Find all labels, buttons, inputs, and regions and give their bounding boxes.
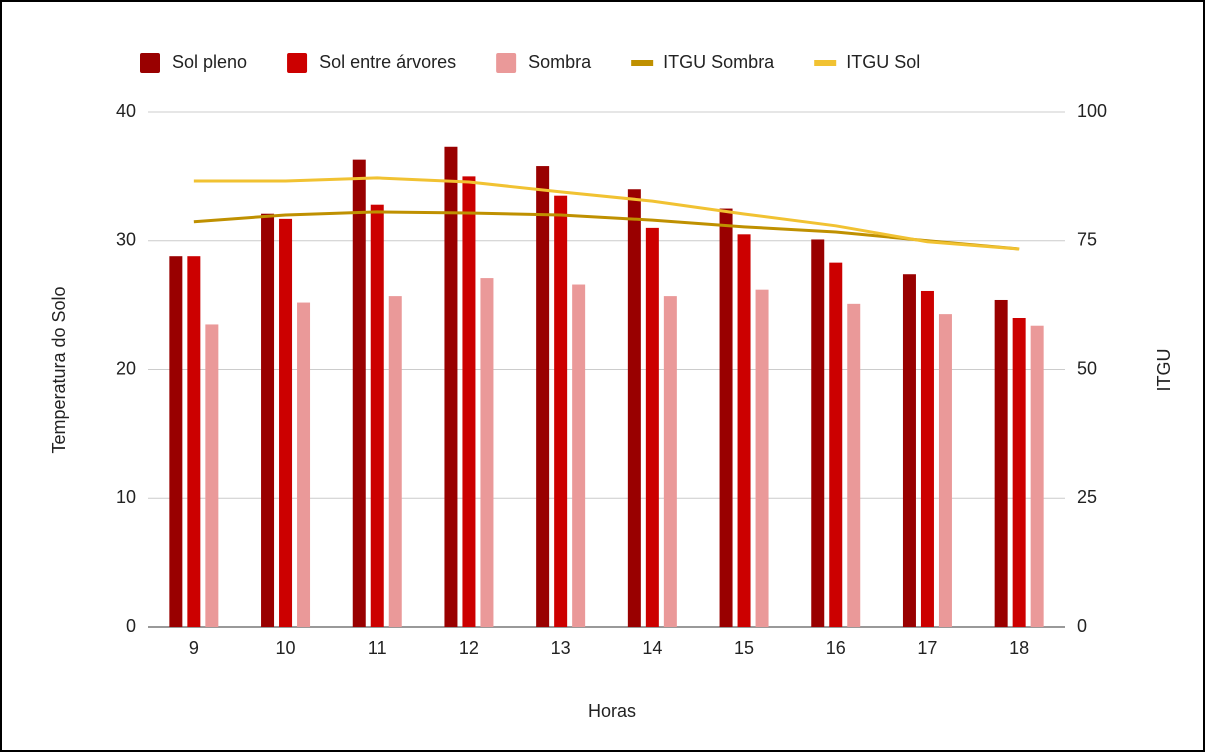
bar: [480, 278, 494, 627]
y-tick-label: 20: [116, 358, 136, 378]
bar: [297, 302, 311, 627]
legend-label: ITGU Sombra: [663, 52, 775, 72]
bar: [938, 314, 952, 627]
y2-tick-label: 25: [1077, 487, 1097, 507]
bar: [370, 204, 384, 627]
x-tick-label: 15: [734, 638, 754, 658]
bar: [352, 159, 366, 627]
bar: [719, 208, 733, 627]
x-tick-label: 18: [1009, 638, 1029, 658]
x-tick-label: 9: [189, 638, 199, 658]
bar: [811, 239, 825, 627]
y2-axis-label: ITGU: [1154, 349, 1174, 392]
legend-label: Sol pleno: [172, 52, 247, 72]
legend-label: Sombra: [528, 52, 592, 72]
bar: [572, 284, 586, 627]
bar: [847, 303, 861, 627]
bar: [627, 189, 641, 627]
x-tick-label: 16: [826, 638, 846, 658]
bar: [737, 234, 751, 627]
bar: [755, 289, 769, 627]
bar: [205, 324, 219, 627]
bar: [444, 146, 458, 627]
x-tick-label: 10: [276, 638, 296, 658]
bar: [1030, 325, 1044, 627]
y2-tick-label: 0: [1077, 616, 1087, 636]
legend-swatch: [140, 53, 160, 73]
y-tick-label: 40: [116, 101, 136, 121]
bar: [536, 166, 550, 627]
y-axis-label: Temperatura do Solo: [49, 286, 69, 453]
line: [193, 210, 1020, 251]
legend-swatch: [631, 60, 654, 66]
legend-swatch: [496, 53, 517, 73]
bar: [388, 296, 402, 627]
y-tick-label: 30: [116, 230, 136, 250]
y-tick-label: 0: [126, 616, 136, 636]
bar: [462, 176, 476, 627]
line: [193, 176, 1020, 251]
bar: [663, 296, 677, 627]
legend-label: ITGU Sol: [846, 52, 920, 72]
bar: [187, 256, 201, 627]
y-tick-label: 10: [116, 487, 136, 507]
x-tick-label: 17: [917, 638, 937, 658]
bar: [902, 274, 916, 627]
x-tick-label: 11: [368, 638, 387, 658]
bar: [261, 213, 275, 627]
x-tick-label: 13: [551, 638, 571, 658]
bar: [994, 299, 1008, 627]
y2-tick-label: 100: [1077, 101, 1107, 121]
x-axis-label: Horas: [588, 701, 636, 721]
bar: [554, 195, 568, 627]
bar: [920, 290, 934, 627]
legend-label: Sol entre árvores: [319, 52, 456, 72]
bar: [169, 256, 183, 627]
legend-swatch: [814, 60, 837, 66]
y2-tick-label: 75: [1077, 230, 1097, 250]
bar: [279, 218, 293, 628]
bar: [1012, 318, 1026, 627]
x-tick-label: 14: [642, 638, 662, 658]
y2-tick-label: 50: [1077, 358, 1097, 378]
bar: [645, 227, 659, 627]
bar: [829, 262, 843, 627]
legend-swatch: [287, 53, 308, 73]
x-tick-label: 12: [459, 638, 479, 658]
